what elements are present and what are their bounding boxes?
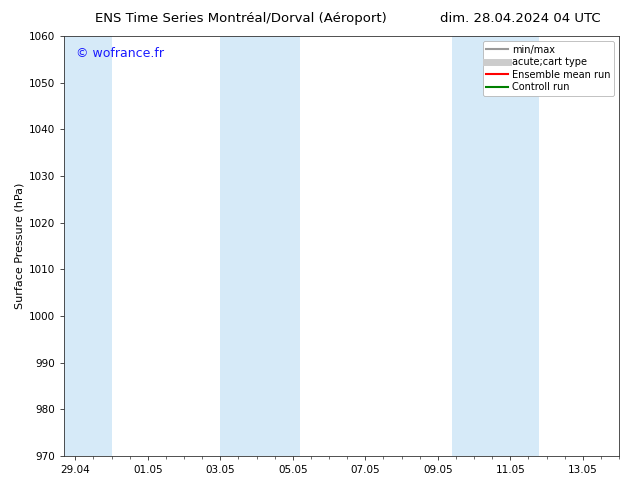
Text: ENS Time Series Montréal/Dorval (Aéroport): ENS Time Series Montréal/Dorval (Aéropor…: [95, 12, 387, 25]
Bar: [220, 36, 300, 456]
Text: dim. 28.04.2024 04 UTC: dim. 28.04.2024 04 UTC: [439, 12, 600, 25]
Bar: [65, 36, 112, 456]
Y-axis label: Surface Pressure (hPa): Surface Pressure (hPa): [15, 183, 25, 309]
Legend: min/max, acute;cart type, Ensemble mean run, Controll run: min/max, acute;cart type, Ensemble mean …: [482, 41, 614, 96]
Bar: [452, 36, 540, 456]
Text: © wofrance.fr: © wofrance.fr: [75, 47, 164, 60]
